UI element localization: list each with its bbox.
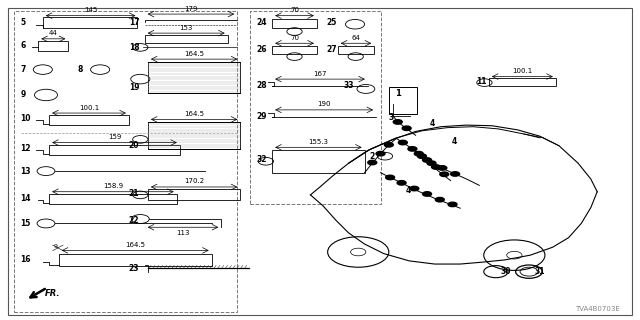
Bar bbox=[489, 78, 556, 86]
Bar bbox=[49, 194, 177, 204]
Circle shape bbox=[440, 172, 449, 177]
Text: 28: 28 bbox=[256, 81, 267, 90]
Text: 19: 19 bbox=[129, 83, 140, 92]
Text: 22: 22 bbox=[129, 216, 140, 225]
Bar bbox=[389, 87, 417, 114]
Text: 1: 1 bbox=[395, 89, 401, 98]
Bar bbox=[59, 254, 212, 266]
Circle shape bbox=[385, 142, 394, 147]
Bar bbox=[38, 41, 68, 51]
Text: 20: 20 bbox=[129, 141, 140, 150]
Text: 100.1: 100.1 bbox=[79, 105, 99, 110]
Text: 17: 17 bbox=[129, 18, 140, 27]
Bar bbox=[49, 145, 180, 155]
Text: 4: 4 bbox=[451, 137, 456, 146]
Bar bbox=[14, 11, 237, 312]
Text: 4: 4 bbox=[406, 186, 412, 195]
Text: 10: 10 bbox=[20, 114, 31, 123]
Text: FR.: FR. bbox=[45, 289, 60, 298]
Circle shape bbox=[368, 160, 377, 165]
Text: 9: 9 bbox=[20, 91, 26, 100]
Text: 164.5: 164.5 bbox=[125, 242, 145, 248]
Bar bbox=[148, 122, 241, 149]
Text: 153: 153 bbox=[179, 25, 193, 31]
Circle shape bbox=[448, 202, 457, 207]
Text: 6: 6 bbox=[20, 41, 26, 50]
Text: 13: 13 bbox=[20, 167, 31, 176]
Circle shape bbox=[427, 161, 436, 165]
Circle shape bbox=[422, 192, 431, 196]
Text: 100.1: 100.1 bbox=[512, 68, 532, 74]
Bar bbox=[148, 189, 241, 200]
Circle shape bbox=[451, 172, 460, 176]
Text: 190: 190 bbox=[317, 101, 331, 107]
Text: 164.5: 164.5 bbox=[184, 111, 204, 117]
Text: 18: 18 bbox=[129, 43, 140, 52]
Text: 159: 159 bbox=[108, 134, 121, 140]
Circle shape bbox=[417, 154, 426, 158]
Bar bbox=[250, 11, 381, 204]
Circle shape bbox=[495, 246, 534, 265]
Text: 164.5: 164.5 bbox=[184, 51, 204, 57]
Text: 167: 167 bbox=[313, 71, 327, 76]
Text: 64: 64 bbox=[351, 35, 360, 41]
Text: 31: 31 bbox=[534, 267, 545, 276]
Bar bbox=[148, 62, 241, 93]
Text: 4: 4 bbox=[429, 119, 435, 128]
Circle shape bbox=[394, 120, 402, 124]
Text: 5: 5 bbox=[20, 18, 26, 27]
Text: 14: 14 bbox=[20, 194, 31, 203]
Circle shape bbox=[438, 166, 447, 170]
Circle shape bbox=[410, 186, 419, 191]
Text: 113: 113 bbox=[176, 230, 189, 236]
Text: 145: 145 bbox=[84, 7, 97, 13]
Text: 15: 15 bbox=[20, 219, 31, 228]
Text: 155.3: 155.3 bbox=[308, 139, 328, 145]
Text: 70: 70 bbox=[290, 7, 299, 13]
Text: 27: 27 bbox=[326, 45, 337, 54]
Text: 7: 7 bbox=[20, 65, 26, 74]
Text: 21: 21 bbox=[129, 189, 140, 198]
Bar bbox=[43, 17, 137, 28]
Text: 8: 8 bbox=[78, 65, 83, 74]
Text: 25: 25 bbox=[326, 18, 337, 27]
Text: 11: 11 bbox=[476, 77, 486, 86]
Text: 70: 70 bbox=[290, 35, 299, 41]
Circle shape bbox=[397, 180, 406, 185]
Text: 32: 32 bbox=[256, 155, 267, 164]
Circle shape bbox=[376, 151, 385, 156]
Text: 170.2: 170.2 bbox=[184, 179, 204, 184]
Circle shape bbox=[431, 165, 440, 169]
Text: 9: 9 bbox=[54, 244, 58, 250]
Text: TVA4B0703E: TVA4B0703E bbox=[575, 306, 620, 312]
Circle shape bbox=[435, 197, 444, 202]
Text: 33: 33 bbox=[344, 81, 354, 90]
Text: 16: 16 bbox=[20, 255, 31, 264]
Circle shape bbox=[386, 175, 394, 180]
Bar bbox=[272, 19, 317, 28]
Text: 158.9: 158.9 bbox=[103, 183, 123, 189]
Circle shape bbox=[398, 140, 407, 145]
Text: 23: 23 bbox=[129, 264, 140, 273]
Text: 24: 24 bbox=[256, 18, 267, 27]
Circle shape bbox=[339, 243, 378, 261]
Circle shape bbox=[422, 158, 431, 162]
Text: 30: 30 bbox=[501, 267, 511, 276]
Text: 29: 29 bbox=[256, 112, 267, 121]
Bar bbox=[338, 46, 374, 54]
Circle shape bbox=[414, 151, 423, 156]
Circle shape bbox=[408, 147, 417, 151]
Circle shape bbox=[402, 126, 411, 131]
Text: 44: 44 bbox=[49, 30, 58, 36]
Bar bbox=[272, 149, 365, 173]
Bar bbox=[272, 46, 317, 54]
Bar bbox=[49, 115, 129, 125]
Bar bbox=[145, 35, 228, 43]
Text: 179: 179 bbox=[184, 5, 198, 12]
Text: 26: 26 bbox=[256, 45, 267, 54]
Text: 2: 2 bbox=[370, 152, 375, 161]
Text: 12: 12 bbox=[20, 144, 31, 153]
Text: 3: 3 bbox=[389, 113, 394, 122]
